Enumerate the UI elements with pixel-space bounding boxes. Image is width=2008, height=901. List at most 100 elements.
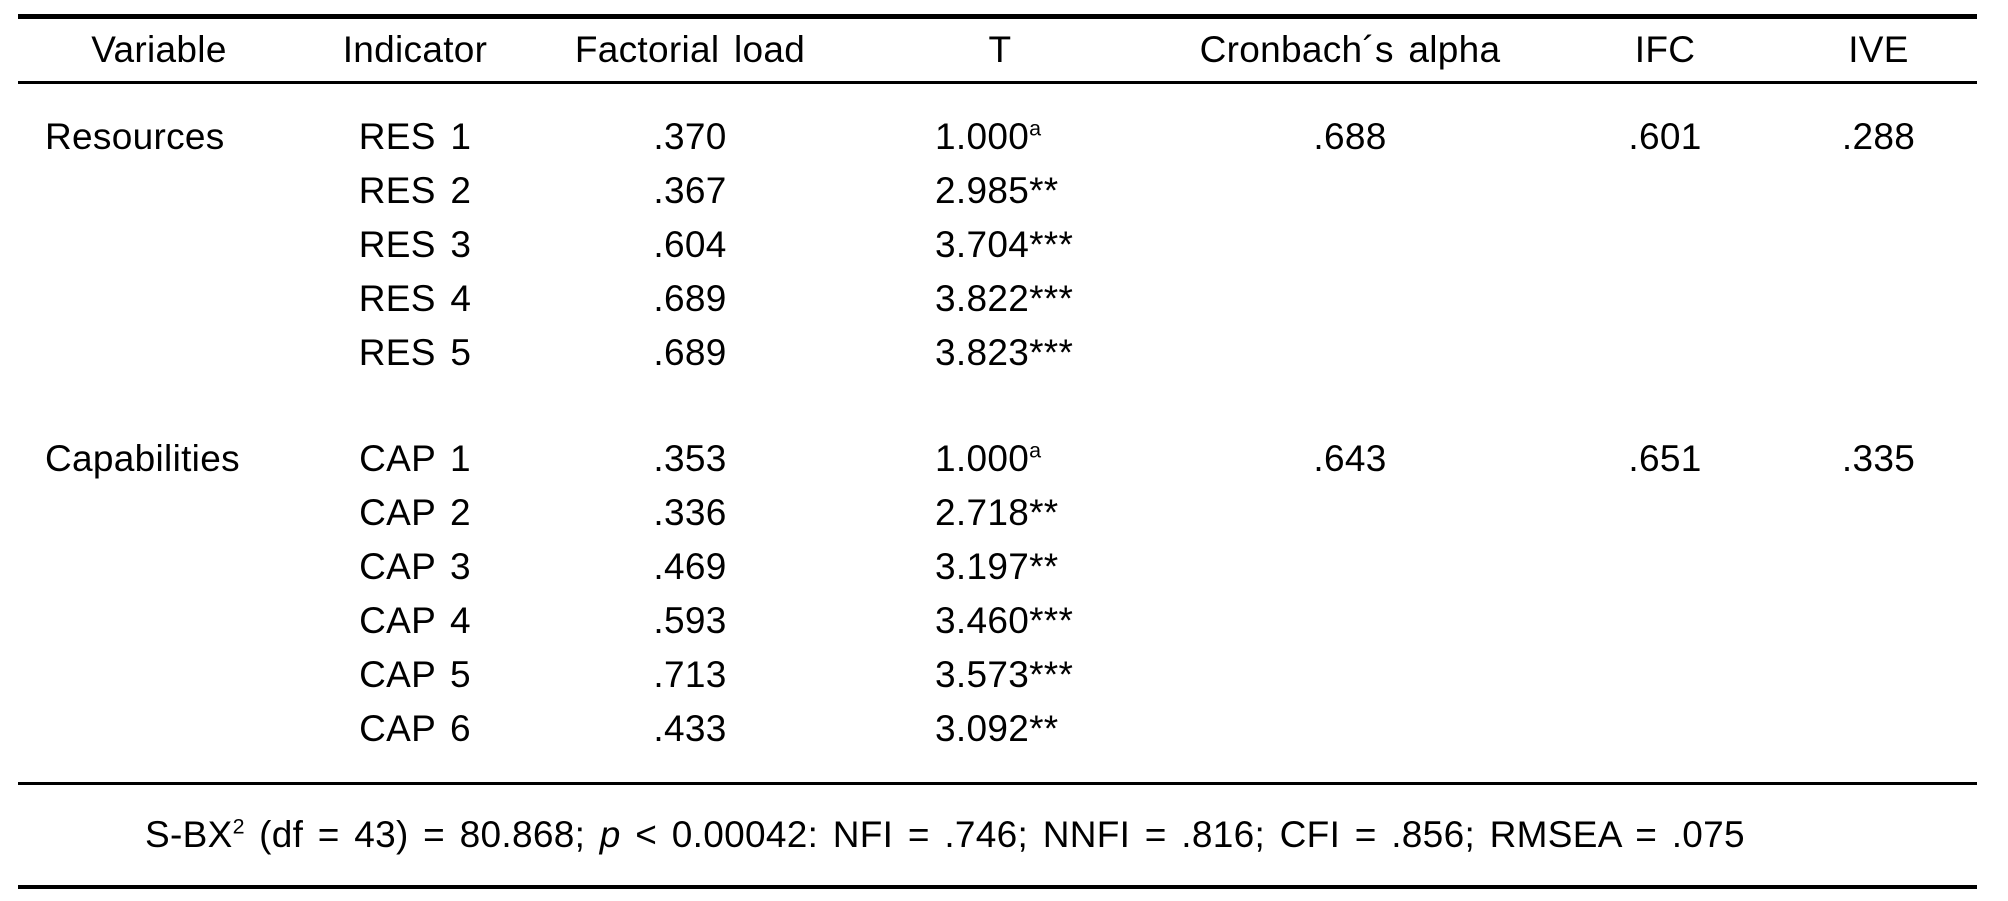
cell-factorial-load: .353 [653, 438, 727, 479]
cell-ive [1780, 218, 1977, 272]
t-value: 3.197** [935, 546, 1059, 587]
cell-variable [18, 164, 300, 218]
cell-ifc [1550, 702, 1780, 784]
t-superscript: a [1029, 116, 1042, 141]
cell-t: 3.822*** [850, 272, 1150, 326]
t-value: 3.573*** [935, 654, 1074, 695]
t-value: 3.823*** [935, 332, 1074, 373]
cell-cronbachs-alpha [1150, 326, 1550, 380]
cell-indicator: CAP 3 [359, 546, 471, 587]
cell-t: 1.000a [850, 83, 1150, 165]
table-row: Capabilities CAP 1 .353 1.000a .643 .651… [18, 432, 1977, 486]
cell-ifc [1550, 326, 1780, 380]
cell-variable [18, 326, 300, 380]
cell-factorial-load: .469 [653, 546, 727, 587]
cell-ifc [1550, 594, 1780, 648]
fit-stat-mid: (df = 43) = 80.868; [244, 814, 600, 855]
cell-variable [18, 648, 300, 702]
cell-cronbachs-alpha [1150, 164, 1550, 218]
cell-ive [1780, 164, 1977, 218]
cell-cronbachs-alpha [1150, 702, 1550, 784]
cell-variable [18, 594, 300, 648]
cell-factorial-load: .604 [653, 224, 727, 265]
cell-cronbachs-alpha: .688 [1313, 116, 1387, 157]
t-value: 3.704*** [935, 224, 1074, 265]
cell-factorial-load: .367 [653, 170, 727, 211]
cell-ifc [1550, 272, 1780, 326]
cell-factorial-load: .433 [653, 708, 727, 749]
cell-cronbachs-alpha [1150, 272, 1550, 326]
table-row: CAP 2 .336 2.718** [18, 486, 1977, 540]
fit-stat-prefix: S-BX [145, 814, 233, 855]
cell-indicator: CAP 1 [359, 438, 471, 479]
t-value: 2.718** [935, 492, 1059, 533]
cell-t: 3.197** [850, 540, 1150, 594]
table-row: RES 5 .689 3.823*** [18, 326, 1977, 380]
cell-factorial-load: .336 [653, 492, 727, 533]
cell-ifc [1550, 540, 1780, 594]
t-value: 3.092** [935, 708, 1059, 749]
table-row: CAP 5 .713 3.573*** [18, 648, 1977, 702]
table-row: RES 3 .604 3.704*** [18, 218, 1977, 272]
table-row: RES 4 .689 3.822*** [18, 272, 1977, 326]
fit-statistics-row: S-BX2 (df = 43) = 80.868; p < 0.00042: N… [18, 783, 1977, 888]
cell-cronbachs-alpha [1150, 540, 1550, 594]
cell-variable [18, 540, 300, 594]
cell-ifc [1550, 218, 1780, 272]
chi-square-superscript: 2 [232, 814, 245, 839]
cell-variable [18, 272, 300, 326]
column-header-indicator: Indicator [342, 29, 488, 70]
cell-cronbachs-alpha [1150, 594, 1550, 648]
cell-ifc [1550, 486, 1780, 540]
cell-variable: Resources [45, 116, 225, 157]
cell-ive [1780, 326, 1977, 380]
cell-factorial-load: .593 [653, 600, 727, 641]
cell-indicator: CAP 6 [359, 708, 471, 749]
table-row: CAP 4 .593 3.460*** [18, 594, 1977, 648]
column-header-ive: IVE [1848, 29, 1909, 70]
cell-ive: .335 [1841, 438, 1916, 479]
cell-factorial-load: .689 [653, 278, 727, 319]
cell-ifc: .651 [1628, 438, 1702, 479]
column-header-ifc: IFC [1634, 29, 1696, 70]
cell-indicator: RES 2 [358, 170, 472, 211]
cell-ifc: .601 [1628, 116, 1702, 157]
section-spacer-row [18, 380, 1977, 432]
cell-ive [1780, 594, 1977, 648]
cell-ive [1780, 540, 1977, 594]
column-header-variable: Variable [91, 29, 227, 70]
cell-cronbachs-alpha [1150, 648, 1550, 702]
cell-t: 2.985** [850, 164, 1150, 218]
cell-ive [1780, 486, 1977, 540]
cell-factorial-load: .370 [653, 116, 727, 157]
t-value: 3.460*** [935, 600, 1074, 641]
cell-ive [1780, 272, 1977, 326]
cell-indicator: RES 3 [358, 224, 472, 265]
fit-statistics: S-BX2 (df = 43) = 80.868; p < 0.00042: N… [18, 784, 1977, 888]
cell-t: 3.573*** [850, 648, 1150, 702]
cell-t: 3.823*** [850, 326, 1150, 380]
cell-ifc [1550, 648, 1780, 702]
cell-t: 1.000a [850, 432, 1150, 486]
column-header-t: T [988, 29, 1012, 70]
table-header-row: Variable Indicator Factorial load T Cron… [18, 17, 1977, 83]
table-row: RES 2 .367 2.985** [18, 164, 1977, 218]
t-value: 1.000 [935, 438, 1030, 479]
cell-indicator: RES 5 [358, 332, 472, 373]
cell-cronbachs-alpha [1150, 486, 1550, 540]
table-row: CAP 6 .433 3.092** [18, 702, 1977, 784]
t-value: 3.822*** [935, 278, 1074, 319]
cell-t: 2.718** [850, 486, 1150, 540]
cell-factorial-load: .689 [653, 332, 727, 373]
p-symbol: p [599, 814, 621, 855]
cell-cronbachs-alpha: .643 [1313, 438, 1387, 479]
cell-t: 3.704*** [850, 218, 1150, 272]
cell-variable [18, 486, 300, 540]
fit-stat-rest: < 0.00042: NFI = .746; NNFI = .816; CFI … [620, 814, 1745, 855]
cell-indicator: CAP 5 [359, 654, 471, 695]
cell-indicator: CAP 2 [359, 492, 471, 533]
column-header-cronbachs-alpha: Cronbach´s alpha [1199, 29, 1501, 70]
table-row: CAP 3 .469 3.197** [18, 540, 1977, 594]
cell-variable [18, 702, 300, 784]
